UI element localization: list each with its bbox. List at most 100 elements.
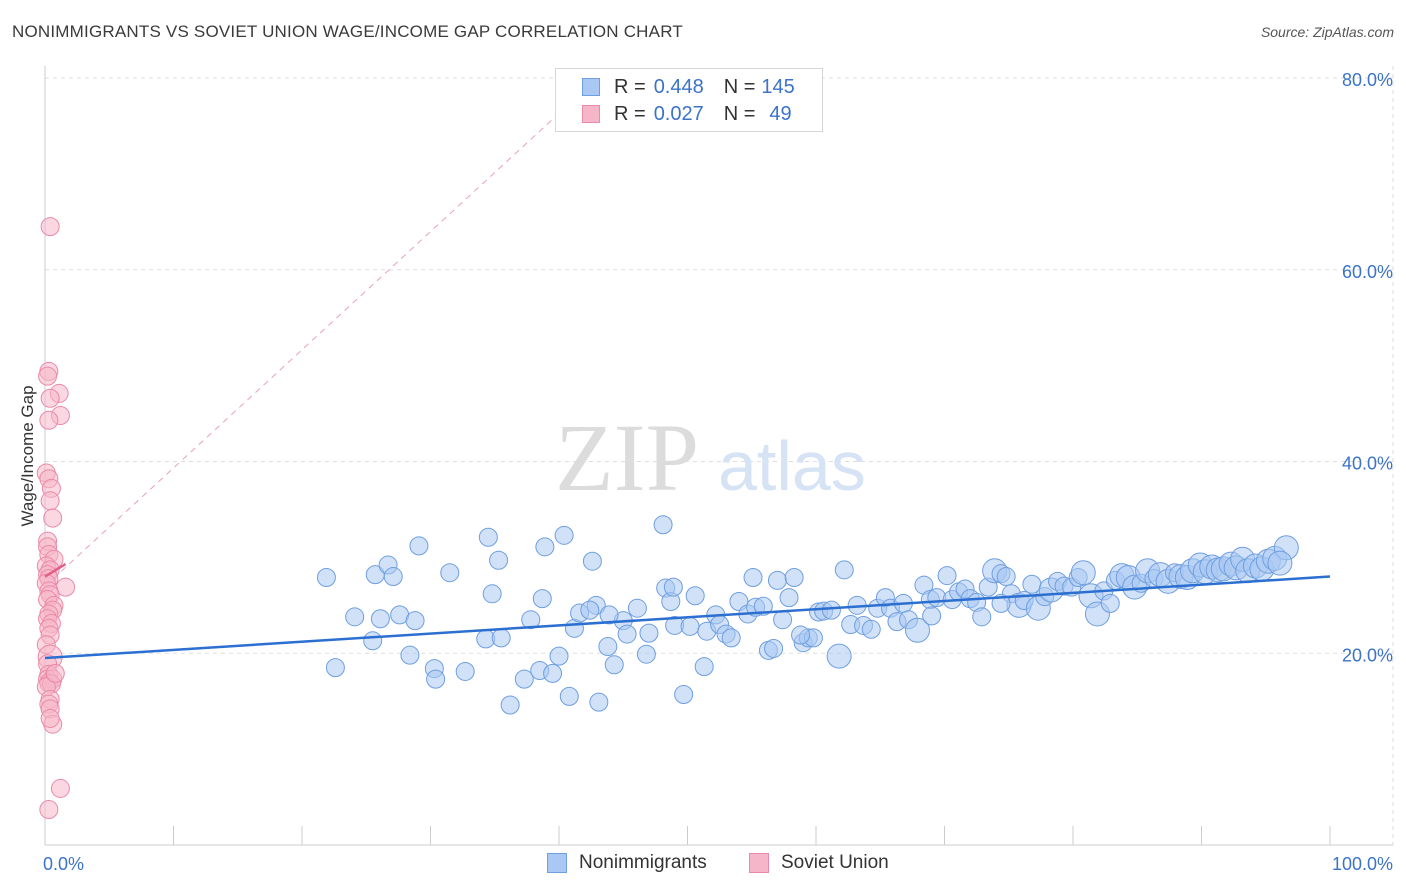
nonimmigrants-point	[764, 638, 784, 658]
legend-item-nonimmigrants[interactable]: Nonimmigrants	[547, 852, 707, 874]
nonimmigrants-point	[604, 655, 624, 675]
nonimmigrants-point	[753, 596, 773, 616]
gridlines	[45, 66, 1394, 845]
soviet-union-point	[40, 217, 60, 237]
y-tick-label: 20.0%	[1342, 645, 1393, 665]
soviet-union-point	[40, 491, 60, 511]
nonimmigrants-point	[535, 537, 555, 557]
source-credit: Source: ZipAtlas.com	[1260, 24, 1394, 40]
nonimmigrants-point	[491, 628, 511, 648]
nonimmigrants-point	[834, 560, 854, 580]
soviet-union-point	[40, 388, 60, 408]
nonimmigrants-point	[455, 661, 475, 681]
nonimmigrants-point	[653, 515, 673, 535]
nonimmigrants-point	[663, 577, 683, 597]
stats-n-value: 49	[769, 102, 792, 125]
nonimmigrants-point	[409, 536, 429, 556]
nonimmigrants-point	[559, 686, 579, 706]
stats-n-label: N =	[723, 75, 756, 98]
legend-item-soviet-union[interactable]: Soviet Union	[749, 852, 889, 874]
y-tick-label: 40.0%	[1342, 454, 1393, 474]
nonimmigrants-trend-line	[44, 575, 1331, 660]
nonimmigrants-point	[905, 617, 931, 643]
soviet-union-point	[45, 663, 65, 683]
x-tick-label: 0.0%	[43, 854, 84, 874]
pink-dashed-diagonal	[44, 77, 598, 587]
nonimmigrants-point	[784, 568, 804, 588]
nonimmigrants-point	[440, 563, 460, 583]
nonimmigrants-point	[821, 600, 841, 620]
nonimmigrants-point	[1100, 593, 1120, 613]
soviet-union-point	[43, 508, 63, 528]
nonimmigrants-point	[554, 525, 574, 545]
nonimmigrants-point	[937, 566, 957, 586]
y-axis-title: Wage/Income Gap	[18, 385, 37, 526]
nonimmigrants-point	[639, 623, 659, 643]
nonimmigrants-point	[922, 606, 942, 626]
stats-r-value: 0.027	[653, 102, 704, 125]
correlation-stats-box: R = 0.448 N = 145 R = 0.027 N = 49	[555, 68, 823, 132]
watermark: ZIP atlas	[555, 404, 866, 511]
y-tick-label: 60.0%	[1342, 262, 1393, 282]
soviet-union-point	[38, 366, 58, 386]
tick-labels: 20.0% 40.0% 60.0% 80.0% 0.0% 100.0%	[43, 70, 1393, 874]
stats-n-value: 145	[761, 75, 795, 98]
pink-reference-line	[44, 77, 598, 587]
stats-r-value: 0.448	[653, 75, 704, 98]
nonimmigrants-point	[405, 611, 425, 631]
nonimmigrants-points	[316, 515, 1299, 715]
nonimmigrants-point	[521, 610, 541, 630]
nonimmigrants-point	[694, 657, 714, 677]
nonimmigrants-point	[627, 598, 647, 618]
nonimmigrants-point	[636, 644, 656, 664]
soviet-union-points	[36, 217, 76, 820]
nonimmigrants-point	[767, 570, 787, 590]
nonimmigrants-point	[582, 551, 602, 571]
legend-swatch-nonimmigrants	[547, 853, 567, 873]
legend-swatch-soviet-union	[749, 853, 769, 873]
trend-lines	[44, 563, 1331, 660]
soviet-union-point	[50, 778, 70, 798]
legend-label-nonimmigrants: Nonimmigrants	[579, 852, 707, 873]
watermark-zip: ZIP	[555, 404, 699, 511]
y-tick-label: 80.0%	[1342, 70, 1393, 90]
nonimmigrants-point	[826, 643, 852, 669]
nonimmigrants-point	[721, 628, 741, 648]
stats-swatch-soviet-union	[582, 105, 600, 123]
nonimmigrants-point	[680, 616, 700, 636]
stats-row-nonimmigrants: R = 0.448 N = 145	[556, 74, 795, 100]
nonimmigrants-point	[617, 624, 637, 644]
stats-r-label: R =	[614, 75, 646, 98]
nonimmigrants-point	[383, 567, 403, 587]
soviet-union-point	[40, 708, 60, 728]
nonimmigrants-point	[685, 586, 705, 606]
legend: Nonimmigrants Soviet Union	[0, 852, 1406, 878]
nonimmigrants-point	[791, 625, 811, 645]
nonimmigrants-point	[500, 695, 520, 715]
nonimmigrants-point	[779, 588, 799, 608]
nonimmigrants-point	[598, 637, 618, 657]
nonimmigrants-point	[482, 584, 502, 604]
soviet-union-point	[39, 800, 59, 820]
nonimmigrants-point	[589, 692, 609, 712]
nonimmigrants-point	[400, 645, 420, 665]
nonimmigrants-point	[599, 605, 619, 625]
nonimmigrants-point	[1267, 550, 1293, 576]
stats-n-label: N =	[723, 102, 756, 125]
nonimmigrants-point	[316, 568, 336, 588]
soviet-union-point	[39, 410, 59, 430]
nonimmigrants-point	[363, 631, 383, 651]
x-tick-label: 100.0%	[1332, 854, 1393, 874]
stats-swatch-nonimmigrants	[582, 78, 600, 96]
nonimmigrants-point	[996, 567, 1016, 587]
soviet-union-trend-line	[44, 563, 67, 578]
watermark-atlas: atlas	[718, 427, 866, 505]
nonimmigrants-point	[489, 550, 509, 570]
nonimmigrants-point	[1070, 560, 1096, 586]
nonimmigrants-point	[325, 658, 345, 678]
stats-r-label: R =	[614, 102, 646, 125]
nonimmigrants-point	[370, 609, 390, 629]
nonimmigrants-point	[549, 646, 569, 666]
nonimmigrants-point	[514, 669, 534, 689]
